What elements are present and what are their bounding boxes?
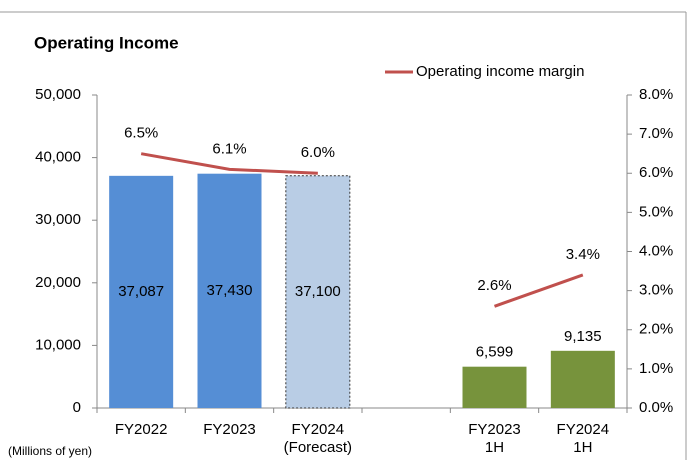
bar-value-label: 9,135 (564, 328, 602, 345)
y2-tick-label: 4.0% (639, 242, 673, 259)
bar (462, 366, 527, 408)
x-tick-label: FY2024 1H (557, 421, 610, 456)
y-tick-label: 50,000 (35, 86, 81, 103)
legend-label: Operating income margin (416, 63, 584, 80)
y-tick-label: 30,000 (35, 211, 81, 228)
unit-note: (Millions of yen) (8, 444, 92, 458)
x-tick-label: FY2022 (115, 421, 168, 438)
y2-tick-label: 3.0% (639, 282, 673, 299)
y2-tick-label: 7.0% (639, 125, 673, 142)
x-tick-label: FY2024 (Forecast) (284, 421, 352, 456)
line-value-label: 6.5% (124, 125, 158, 142)
bar (285, 175, 351, 409)
bar (550, 350, 615, 408)
x-tick-label: FY2023 1H (468, 421, 521, 456)
bar (197, 173, 262, 408)
y-tick-label: 10,000 (35, 336, 81, 353)
line (140, 152, 318, 175)
y2-tick-label: 5.0% (639, 203, 673, 220)
bar-value-label: 37,430 (207, 282, 253, 299)
x-tick-label: FY2023 (203, 421, 256, 438)
line-value-label: 6.0% (301, 144, 335, 161)
line (493, 273, 584, 308)
bar-value-label: 6,599 (476, 344, 514, 361)
y2-tick-label: 8.0% (639, 86, 673, 103)
y2-tick-label: 2.0% (639, 321, 673, 338)
y-tick-label: 20,000 (35, 274, 81, 291)
bar-value-label: 37,087 (118, 283, 164, 300)
y2-tick-label: 6.0% (639, 164, 673, 181)
y-tick-label: 0 (73, 399, 81, 416)
chart-title: Operating Income (34, 33, 179, 52)
bar-value-label: 37,100 (295, 283, 341, 300)
line-value-label: 2.6% (477, 277, 511, 294)
bar (109, 175, 174, 408)
line-value-label: 6.1% (212, 140, 246, 157)
y-tick-label: 40,000 (35, 149, 81, 166)
y2-tick-label: 0.0% (639, 399, 673, 416)
y2-tick-label: 1.0% (639, 360, 673, 377)
line-value-label: 3.4% (566, 246, 600, 263)
